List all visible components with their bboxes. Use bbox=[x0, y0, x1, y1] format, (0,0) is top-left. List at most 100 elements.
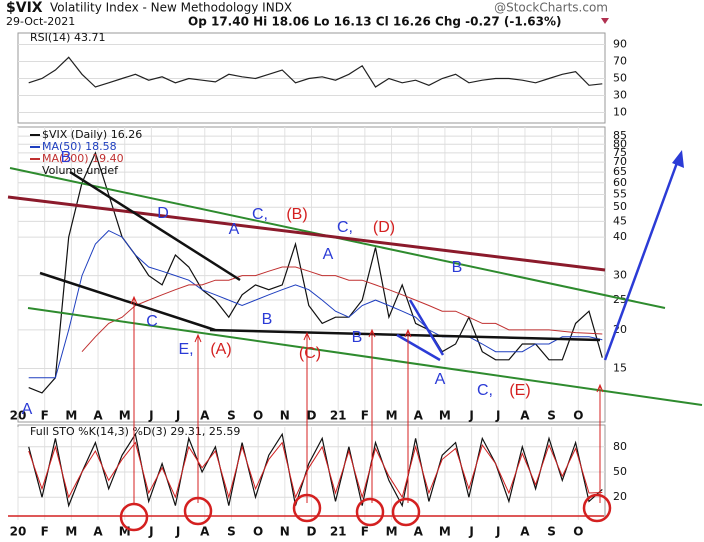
marker-circle bbox=[119, 502, 149, 532]
x-tick-label: O bbox=[573, 409, 583, 423]
legend-label: $VIX (Daily) 16.26 bbox=[42, 128, 142, 141]
y-tick-label: 85 bbox=[613, 129, 627, 142]
wave-label: D bbox=[157, 205, 169, 222]
x-tick-label: A bbox=[414, 525, 424, 539]
marker-circle bbox=[355, 497, 385, 527]
x-tick-label: J bbox=[175, 409, 180, 423]
wave-label: (C) bbox=[299, 345, 321, 362]
y-tick-label: 25 bbox=[613, 293, 627, 306]
wave-label: C bbox=[146, 313, 158, 330]
x-tick-label: M bbox=[439, 409, 451, 423]
x-tick-label: F bbox=[41, 525, 49, 539]
y-tick-label: 45 bbox=[613, 214, 627, 227]
x-tick-label: A bbox=[200, 409, 210, 423]
x-tick-label: A bbox=[414, 409, 424, 423]
x-tick-label: D bbox=[307, 525, 317, 539]
series-line bbox=[81, 266, 603, 353]
x-tick-label: J bbox=[175, 525, 180, 539]
x-tick-label: S bbox=[547, 409, 556, 423]
x-tick-label: N bbox=[280, 525, 290, 539]
x-tick-label: M bbox=[439, 525, 451, 539]
x-tick-label: M bbox=[119, 409, 131, 423]
marker-circle bbox=[183, 496, 213, 526]
x-tick-label: M bbox=[65, 409, 77, 423]
marker-arrow bbox=[368, 328, 376, 338]
y-tick-label: 50 bbox=[613, 72, 627, 85]
legend-label: MA(50) 18.58 bbox=[42, 140, 117, 153]
x-tick-label: J bbox=[495, 409, 500, 423]
y-tick-label: 90 bbox=[613, 38, 627, 51]
x-tick-label: S bbox=[227, 409, 236, 423]
wave-label: C, bbox=[337, 219, 353, 236]
y-tick-label: 75 bbox=[613, 146, 627, 159]
x-tick-label: M bbox=[386, 525, 398, 539]
trend-line bbox=[209, 328, 601, 342]
wave-label: B bbox=[352, 329, 363, 346]
trend-line bbox=[27, 307, 703, 406]
marker-arrow bbox=[194, 333, 202, 343]
x-tick-label: F bbox=[361, 409, 369, 423]
volume-label: Volume undef bbox=[42, 164, 119, 177]
x-tick-label: A bbox=[93, 409, 103, 423]
wave-label: C, bbox=[252, 206, 268, 223]
y-tick-label: 55 bbox=[613, 187, 627, 200]
security-name: Volatility Index - New Methodology INDX bbox=[50, 1, 292, 15]
x-tick-label: 21 bbox=[330, 409, 347, 423]
wave-line bbox=[396, 333, 441, 362]
y-tick-label: 50 bbox=[613, 465, 627, 478]
wave-label: A bbox=[323, 246, 334, 263]
source: @StockCharts.com bbox=[494, 1, 608, 15]
legend-label: MA(200) 19.40 bbox=[42, 152, 124, 165]
x-tick-label: M bbox=[386, 409, 398, 423]
x-tick-label: 20 bbox=[10, 409, 27, 423]
x-tick-label: S bbox=[227, 525, 236, 539]
x-tick-label: J bbox=[148, 409, 153, 423]
marker-arrow bbox=[404, 328, 412, 338]
marker-arrow bbox=[303, 331, 311, 341]
x-tick-label: A bbox=[200, 525, 210, 539]
y-tick-label: 60 bbox=[613, 176, 627, 189]
marker-circle bbox=[391, 497, 421, 527]
series-line bbox=[28, 441, 603, 500]
x-tick-label: D bbox=[307, 409, 317, 423]
wave-label: B bbox=[61, 149, 72, 166]
wave-label: C, bbox=[477, 382, 493, 399]
trend-line bbox=[39, 271, 216, 332]
y-tick-label: 70 bbox=[613, 55, 627, 68]
x-tick-label: S bbox=[547, 525, 556, 539]
wave-label: (E) bbox=[509, 382, 530, 399]
y-tick-label: 50 bbox=[613, 200, 627, 213]
symbol: $VIX bbox=[6, 0, 43, 16]
wave-label: (B) bbox=[286, 206, 307, 223]
trend-line bbox=[7, 195, 606, 272]
y-tick-label: 80 bbox=[613, 137, 627, 150]
marker-arrow bbox=[130, 295, 138, 305]
y-tick-label: 10 bbox=[613, 106, 627, 119]
x-tick-label: N bbox=[280, 409, 290, 423]
quote: Op 17.40 Hi 18.06 Lo 16.13 Cl 16.26 Chg … bbox=[188, 15, 561, 29]
wave-label: B bbox=[262, 311, 273, 328]
wave-label: E, bbox=[178, 341, 193, 358]
change-arrow bbox=[601, 18, 609, 24]
x-tick-label: M bbox=[65, 525, 77, 539]
series-line bbox=[28, 56, 603, 88]
trend-line bbox=[69, 170, 241, 282]
y-tick-label: 30 bbox=[613, 269, 627, 282]
arrow-head bbox=[672, 150, 684, 168]
wave-label: B bbox=[452, 259, 463, 276]
x-tick-label: F bbox=[361, 525, 369, 539]
wave-label: A bbox=[22, 401, 33, 418]
x-tick-label: O bbox=[253, 525, 263, 539]
y-tick-label: 70 bbox=[613, 155, 627, 168]
x-tick-label: J bbox=[148, 525, 153, 539]
x-tick-label: A bbox=[520, 525, 530, 539]
marker-arrow bbox=[596, 383, 604, 393]
wave-label: A bbox=[229, 221, 240, 238]
date: 29-Oct-2021 bbox=[6, 15, 75, 28]
x-tick-label: F bbox=[41, 409, 49, 423]
marker-circle bbox=[292, 493, 322, 523]
x-tick-label: A bbox=[93, 525, 103, 539]
wave-label: (A) bbox=[210, 341, 231, 358]
